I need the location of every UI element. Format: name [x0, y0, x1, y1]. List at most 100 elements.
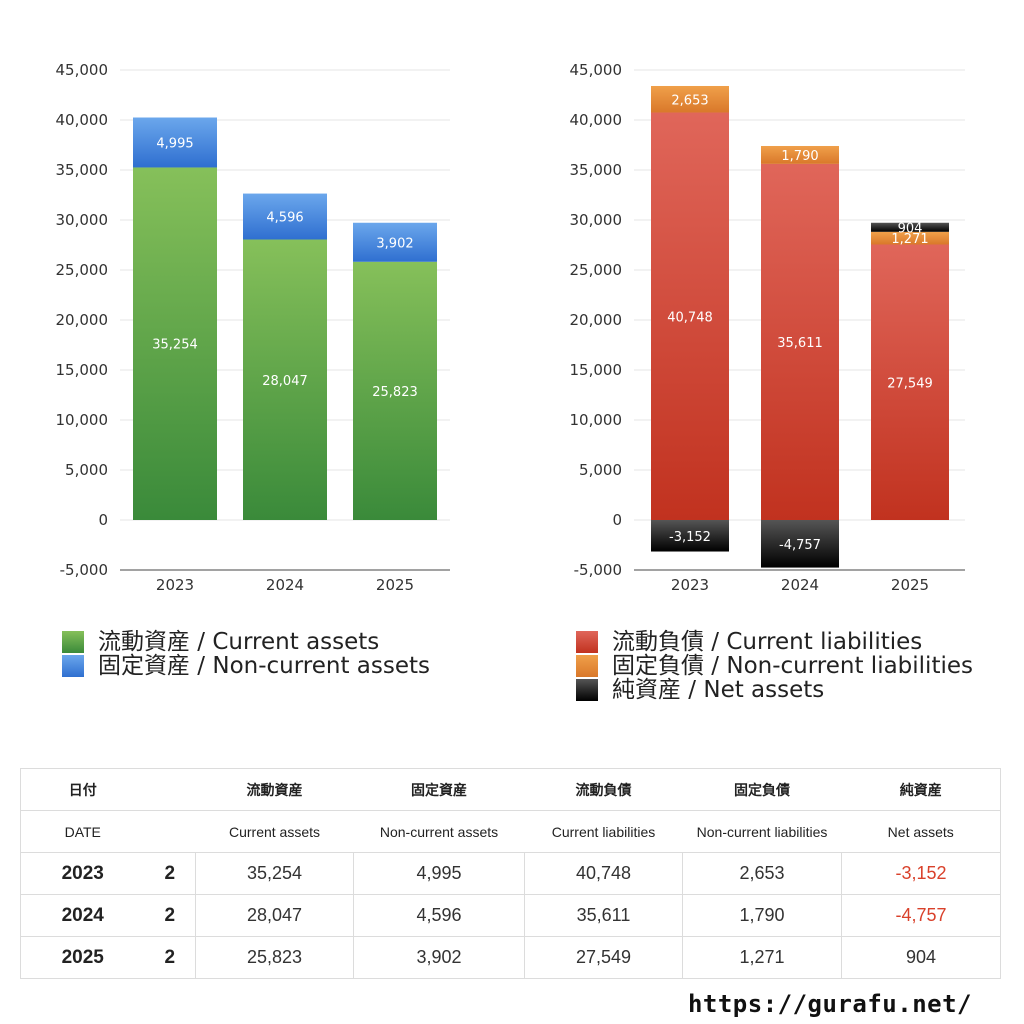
row-noncurrent-assets: 3,902 [353, 936, 525, 979]
x-tick-label: 2025 [376, 576, 414, 594]
bar-segment [353, 222, 437, 262]
data-label: 3,902 [376, 236, 413, 251]
header-date-en: DATE [20, 810, 145, 853]
row-noncurrent-liabilities: 1,271 [682, 936, 842, 979]
balance-table: 日付 流動資産 固定資産 流動負債 固定負債 純資産 DATE Current … [20, 768, 1001, 979]
header-noncurrent-liabilities-en: Non-current liabilities [682, 810, 842, 853]
liabilities-legend: 流動負債 / Current liabilities 固定負債 / Non-cur… [576, 630, 973, 702]
y-tick-label: -5,000 [574, 561, 622, 579]
row-count: 2 [144, 936, 196, 979]
row-current-assets: 25,823 [195, 936, 354, 979]
data-label: -3,152 [669, 530, 711, 545]
x-tick-label: 2023 [156, 576, 194, 594]
data-label: 904 [898, 221, 923, 236]
bar-segment [243, 193, 327, 240]
header-net-assets-en: Net assets [841, 810, 1001, 853]
row-year: 2023 [20, 852, 145, 895]
bar-segment [761, 145, 839, 164]
data-label: 35,611 [777, 336, 823, 351]
y-tick-label: 10,000 [56, 411, 109, 429]
y-tick-label: -5,000 [60, 561, 108, 579]
y-tick-label: 30,000 [56, 211, 109, 229]
y-tick-label: 35,000 [56, 161, 109, 179]
y-tick-label: 15,000 [570, 361, 623, 379]
legend-item: 純資産 / Net assets [576, 678, 973, 702]
legend-swatch [576, 679, 598, 701]
header-count-jp [144, 768, 196, 811]
y-tick-label: 15,000 [56, 361, 109, 379]
y-tick-label: 10,000 [570, 411, 623, 429]
data-label: 27,549 [887, 376, 933, 391]
y-tick-label: 40,000 [56, 111, 109, 129]
data-label: 1,271 [891, 232, 928, 247]
data-label: 1,790 [781, 149, 818, 164]
header-count-en [144, 810, 196, 853]
row-year: 2024 [20, 894, 145, 937]
row-count: 2 [144, 894, 196, 937]
data-label: 4,596 [266, 211, 303, 226]
legend-label: 流動負債 / Current liabilities [612, 629, 923, 655]
y-tick-label: 25,000 [56, 261, 109, 279]
row-year: 2025 [20, 936, 145, 979]
row-current-liabilities: 40,748 [524, 852, 683, 895]
y-tick-label: 20,000 [570, 311, 623, 329]
row-net-assets: -4,757 [841, 894, 1001, 937]
y-tick-label: 30,000 [570, 211, 623, 229]
data-label: 35,254 [152, 338, 198, 353]
row-current-liabilities: 35,611 [524, 894, 683, 937]
assets-chart: 45,000 40,000 35,000 30,000 25,000 20,000 15,0… [56, 61, 450, 594]
header-noncurrent-assets-en: Non-current assets [353, 810, 525, 853]
row-current-assets: 35,254 [195, 852, 354, 895]
x-tick-label: 2023 [671, 576, 709, 594]
header-net-assets-jp: 純資産 [841, 768, 1001, 811]
bar-segment [761, 163, 839, 520]
x-tick-label: 2025 [891, 576, 929, 594]
data-label: 2,653 [671, 93, 708, 108]
bar-segment [651, 520, 729, 552]
bar-segment [133, 117, 217, 168]
bar-segment [353, 261, 437, 520]
bar-segment [651, 112, 729, 521]
table-row: 2024 2 28,047 4,596 35,611 1,790 -4,757 [20, 894, 1001, 937]
legend-label: 固定資産 / Non-current assets [98, 653, 431, 679]
table-header-jp: 日付 流動資産 固定資産 流動負債 固定負債 純資産 [20, 768, 1001, 811]
header-current-assets-jp: 流動資産 [195, 768, 354, 811]
data-label: 28,047 [262, 374, 308, 389]
y-tick-label: 45,000 [570, 61, 623, 79]
table-header-en: DATE Current assets Non-current assets C… [20, 810, 1001, 853]
assets-legend: 流動資産 / Current assets 固定資産 / Non-current … [62, 630, 430, 678]
legend-label: 流動資産 / Current assets [98, 629, 380, 655]
legend-label: 固定負債 / Non-current liabilities [612, 653, 973, 679]
row-noncurrent-assets: 4,596 [353, 894, 525, 937]
legend-swatch [62, 631, 84, 653]
bar-segment [871, 244, 949, 520]
header-noncurrent-assets-jp: 固定資産 [353, 768, 525, 811]
y-tick-label: 20,000 [56, 311, 109, 329]
row-net-assets: -3,152 [841, 852, 1001, 895]
row-noncurrent-assets: 4,995 [353, 852, 525, 895]
data-label: -4,757 [779, 538, 821, 553]
table-row: 2025 2 25,823 3,902 27,549 1,271 904 [20, 936, 1001, 979]
bar-segment [651, 85, 729, 113]
data-label: 40,748 [667, 310, 713, 325]
bar-segment [871, 231, 949, 245]
legend-swatch [576, 655, 598, 677]
bar-segment [133, 167, 217, 520]
legend-label: 純資産 / Net assets [612, 677, 825, 703]
header-date-jp: 日付 [20, 768, 145, 811]
y-tick-label: 5,000 [579, 461, 622, 479]
row-noncurrent-liabilities: 2,653 [682, 852, 842, 895]
row-count: 2 [144, 852, 196, 895]
legend-swatch [62, 655, 84, 677]
y-tick-label: 25,000 [570, 261, 623, 279]
bar-segment [761, 520, 839, 568]
row-current-assets: 28,047 [195, 894, 354, 937]
source-url[interactable]: https://gurafu.net/ [687, 990, 972, 1018]
row-net-assets: 904 [841, 936, 1001, 979]
row-noncurrent-liabilities: 1,790 [682, 894, 842, 937]
table-row: 2023 2 35,254 4,995 40,748 2,653 -3,152 [20, 852, 1001, 895]
x-tick-label: 2024 [781, 576, 819, 594]
legend-item: 固定資産 / Non-current assets [62, 654, 430, 678]
header-current-liabilities-jp: 流動負債 [524, 768, 683, 811]
bar-segment [243, 239, 327, 520]
